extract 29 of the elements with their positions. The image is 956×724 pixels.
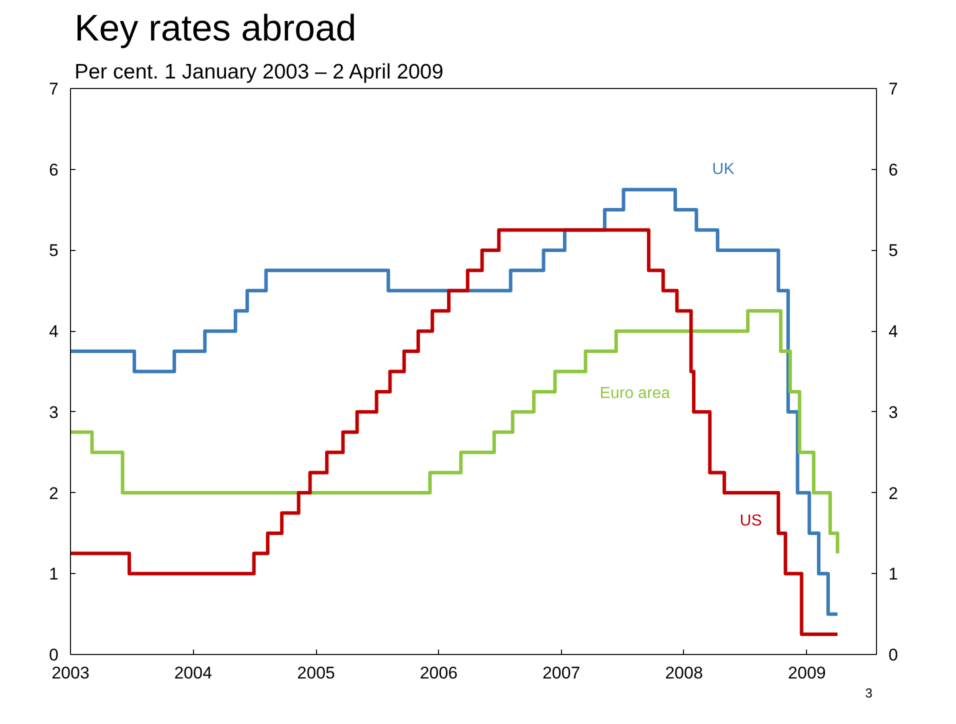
y2-tick-label: 7 — [888, 80, 898, 98]
y2-tick-label: 0 — [888, 646, 898, 664]
x-tick-label: 2008 — [665, 664, 703, 682]
y-tick-label: 3 — [49, 402, 59, 422]
y-tick-label: 5 — [49, 241, 59, 260]
y-tick-label: 2 — [49, 484, 59, 503]
y-tick-label: 0 — [49, 646, 59, 664]
y-tick-label: 7 — [49, 80, 59, 98]
y2-tick-label: 6 — [888, 160, 898, 180]
chart-subtitle: Per cent. 1 January 2003 – 2 April 2009 — [74, 60, 444, 84]
x-tick-label: 2006 — [420, 664, 458, 682]
text: UK — [712, 160, 735, 178]
x-tick-label: 2009 — [788, 664, 826, 682]
chart-title: Key rates abroad — [74, 8, 356, 48]
y2-tick-label: 3 — [888, 402, 898, 422]
x-tick-label: 2007 — [542, 664, 580, 682]
text: 3 — [865, 686, 873, 700]
y2-tick-label: 4 — [888, 322, 898, 342]
y2-tick-label: 2 — [888, 484, 898, 503]
y-tick-label: 6 — [49, 160, 59, 180]
x-tick-label: 2005 — [297, 664, 336, 682]
y2-tick-label: 1 — [888, 564, 898, 584]
x-tick-label: 2004 — [174, 664, 212, 682]
series-label: US — [740, 512, 762, 530]
y2-tick-label: 5 — [888, 241, 898, 260]
y-tick-label: 4 — [49, 322, 59, 342]
x-tick-label: 2003 — [52, 664, 90, 682]
y-tick-label: 1 — [49, 564, 59, 584]
series-label: Euro area — [600, 384, 670, 402]
